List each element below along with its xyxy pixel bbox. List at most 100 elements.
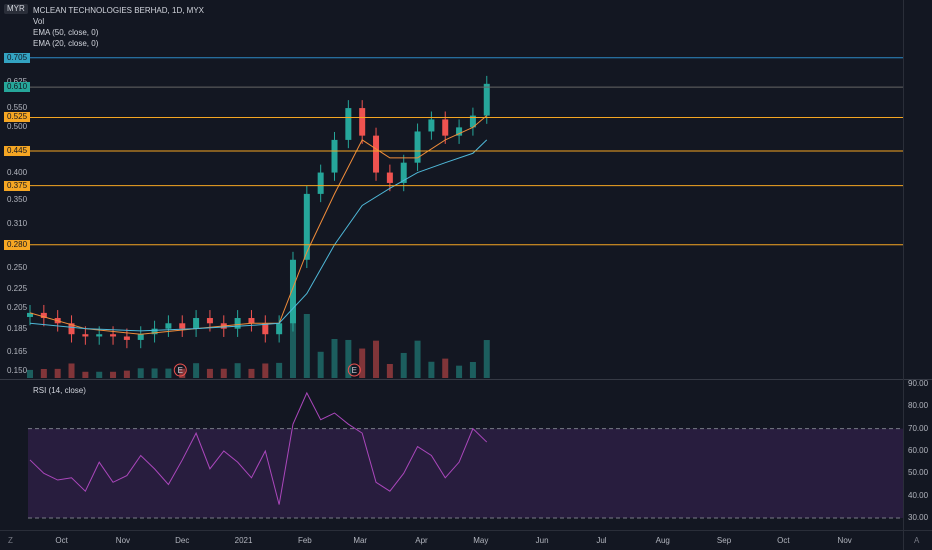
price-tick-label: 0.185 (7, 323, 28, 333)
volume-bar (234, 363, 241, 378)
earnings-marker-circle (173, 363, 187, 377)
volume-bar (373, 340, 380, 378)
rsi-tick-label: 60.00 (908, 446, 929, 455)
volume-bar (331, 339, 338, 378)
price-tick-label: 0.250 (7, 262, 28, 272)
volume-bar (345, 339, 352, 378)
volume-bar (428, 361, 435, 378)
rsi-tick-label: 50.00 (908, 468, 929, 478)
level-price-badge[interactable]: 0.525 (4, 112, 31, 123)
candle-body (137, 334, 144, 340)
ema50-legend: EMA (50, close, 0) (33, 28, 99, 37)
price-tick-label: 0.165 (7, 346, 28, 356)
level-price-badge[interactable]: 0.610 (4, 82, 31, 93)
level-price-badge[interactable]: 0.705 (4, 52, 31, 63)
volume-bar (40, 369, 47, 378)
rsi-tick-label: 30.00 (908, 513, 929, 522)
candle-body (68, 323, 75, 335)
volume-bar (193, 363, 200, 378)
rsi-line (29, 391, 488, 505)
timezone-toggle-left[interactable]: Z (8, 536, 13, 545)
x-tick-label: Aug (655, 536, 670, 545)
volume-bars (27, 314, 490, 378)
rsi-path (29, 391, 488, 505)
ema50-line (29, 139, 488, 332)
level-price-badge[interactable]: 0.280 (4, 239, 31, 250)
volume-bar (220, 368, 227, 378)
earnings-marker: E (173, 363, 187, 377)
vol-legend: Vol (33, 17, 45, 26)
x-tick-label: Feb (297, 536, 312, 545)
x-tick-label: Dec (175, 536, 190, 545)
auto-scale-toggle[interactable]: A (914, 536, 920, 545)
x-tick-label: Jul (596, 536, 607, 545)
ema-lines (29, 115, 488, 335)
volume-bar (248, 368, 255, 378)
candle-body (303, 193, 310, 260)
price-tick-label: 0.310 (7, 219, 28, 229)
candle-body (193, 318, 200, 329)
candle-body (317, 172, 324, 194)
candle-body (386, 172, 393, 183)
price-tick-label: 0.205 (7, 302, 28, 312)
x-tick-label: Jun (535, 536, 549, 545)
volume-bar (414, 340, 421, 378)
volume-bar (68, 363, 75, 378)
candle-body (469, 115, 476, 128)
volume-bar (456, 365, 463, 378)
candle-body (276, 323, 283, 335)
candle-body (262, 323, 269, 335)
candle-body (248, 318, 255, 324)
candle-body (456, 127, 463, 136)
candle-body (289, 259, 296, 324)
volume-bar (165, 368, 172, 378)
volume-bar (386, 364, 393, 378)
ema20-line (29, 115, 488, 335)
candle-body (27, 312, 33, 317)
volume-bar (276, 362, 283, 378)
candle-body (414, 131, 421, 163)
currency-badge[interactable]: MYR (4, 4, 28, 14)
candle-body (442, 119, 449, 136)
volume-bar (359, 348, 366, 378)
x-tick-label: Oct (777, 536, 790, 545)
volume-bar (54, 368, 61, 378)
candle-body (96, 334, 103, 337)
candle-body (206, 318, 213, 324)
rsi-legend: RSI (14, close) (33, 386, 86, 395)
price-candles (27, 75, 490, 349)
rsi-tick-label: 80.00 (908, 401, 929, 411)
volume-bar (303, 314, 310, 378)
volume-bar (137, 368, 144, 378)
candle-body (110, 334, 117, 337)
candle-body (331, 139, 338, 173)
candle-body (179, 323, 186, 329)
symbol-title: MCLEAN TECHNOLOGIES BERHAD, 1D, MYX (33, 6, 204, 15)
candle-body (359, 108, 366, 136)
volume-bar (483, 340, 490, 378)
candle-body (151, 328, 158, 335)
ema20-legend: EMA (20, close, 0) (33, 39, 99, 48)
candle-body (428, 119, 435, 132)
level-price-badge[interactable]: 0.445 (4, 145, 31, 156)
price-tick-label: 0.225 (7, 284, 28, 294)
x-tick-label: Nov (837, 536, 852, 545)
candle-body (483, 83, 490, 116)
candle-body (345, 108, 352, 140)
rsi-overbought-oversold-band (28, 428, 903, 518)
level-price-badge[interactable]: 0.375 (4, 180, 31, 191)
rsi-tick-label: 70.00 (908, 423, 929, 433)
horizontal-levels[interactable] (28, 57, 903, 246)
rsi-tick-label: 40.00 (908, 490, 929, 500)
earnings-marker-label: E (352, 366, 357, 375)
candle-body (234, 318, 241, 329)
rsi-band (28, 428, 903, 519)
volume-bar (262, 363, 269, 378)
volume-bar (96, 371, 103, 378)
volume-bar (289, 314, 296, 378)
candle-body (373, 135, 380, 173)
volume-bar (179, 368, 186, 378)
